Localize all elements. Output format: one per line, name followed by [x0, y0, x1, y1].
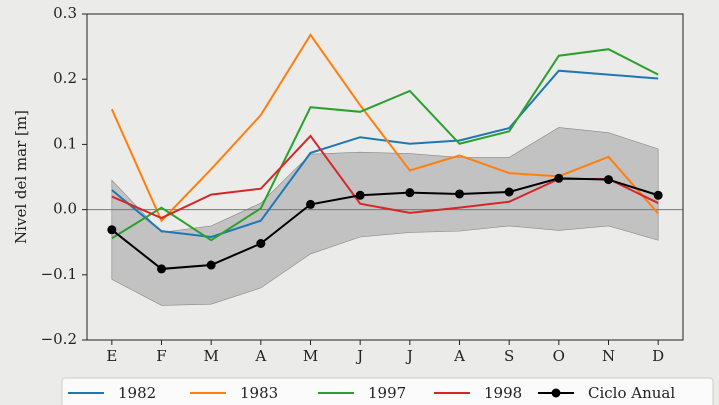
x-tick-label: M — [303, 347, 318, 365]
x-tick-label: F — [156, 347, 166, 365]
legend-box — [61, 377, 714, 405]
marker — [107, 225, 117, 235]
marker — [355, 190, 365, 200]
marker — [206, 260, 216, 270]
x-tick-label: O — [553, 347, 565, 365]
y-tick-label: −0.2 — [41, 330, 77, 348]
x-tick-label: M — [203, 347, 218, 365]
line — [110, 33, 659, 223]
x-tick-label: J — [355, 347, 363, 365]
marker — [653, 190, 663, 200]
x-tick-label: E — [106, 347, 117, 365]
legend-label: 1997 — [368, 384, 406, 402]
y-tick-label: 0.2 — [53, 69, 77, 87]
marker — [306, 199, 315, 209]
marker — [405, 188, 415, 198]
marker — [604, 175, 613, 185]
legend-marker — [551, 388, 561, 398]
marker — [256, 239, 266, 249]
x-tick-label: A — [453, 347, 465, 365]
y-tick-label: 0.1 — [53, 134, 77, 152]
line — [111, 48, 659, 242]
y-axis-label: Nivel del mar [m] — [12, 110, 30, 244]
legend-label: Ciclo Anual — [588, 384, 675, 402]
legend-label: 1983 — [240, 384, 278, 402]
legend-label: 1998 — [484, 384, 522, 402]
marker — [504, 187, 514, 197]
y-tick-label: 0.0 — [53, 200, 77, 218]
marker — [455, 189, 464, 199]
plot-frame — [86, 13, 684, 341]
x-tick-label: D — [652, 347, 664, 365]
y-tick-label: −0.1 — [41, 265, 77, 283]
y-tick-label: 0.3 — [53, 4, 77, 22]
legend-label: 1982 — [118, 384, 156, 402]
x-tick-label: N — [602, 347, 615, 365]
x-tick-label: A — [254, 347, 266, 365]
marker — [554, 173, 564, 183]
x-tick-label: S — [504, 347, 514, 365]
line — [111, 177, 659, 270]
x-tick-label: J — [405, 347, 413, 365]
marker — [157, 264, 166, 274]
